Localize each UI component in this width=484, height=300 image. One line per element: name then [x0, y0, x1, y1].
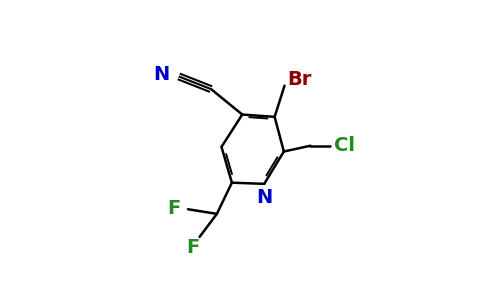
Text: Cl: Cl: [333, 136, 354, 155]
Text: F: F: [186, 238, 200, 257]
Text: N: N: [154, 65, 170, 84]
Text: N: N: [257, 188, 273, 208]
Text: F: F: [167, 199, 181, 218]
Text: Br: Br: [287, 70, 312, 89]
